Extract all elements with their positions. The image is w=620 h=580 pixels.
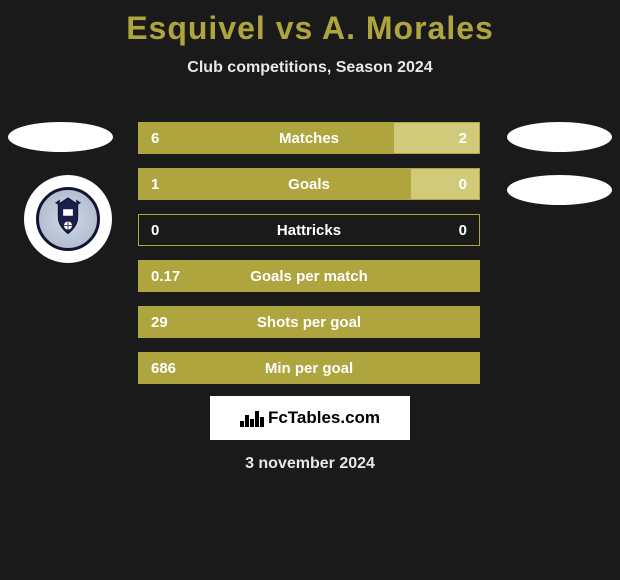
stat-right-value: 2 xyxy=(394,123,479,153)
stat-row: 29Shots per goal xyxy=(138,306,480,338)
stat-right-value: 0 xyxy=(411,169,479,199)
club-left-logo xyxy=(24,175,112,263)
stat-left-value: 29 xyxy=(139,307,479,337)
club-crest-icon xyxy=(36,187,100,251)
player-left-name: Esquivel xyxy=(126,10,266,46)
stat-row: 10Goals xyxy=(138,168,480,200)
stat-left-value: 686 xyxy=(139,353,479,383)
player-right-avatar xyxy=(507,122,612,152)
page-title: Esquivel vs A. Morales xyxy=(0,0,620,47)
watermark-text: FcTables.com xyxy=(268,408,380,428)
subtitle: Club competitions, Season 2024 xyxy=(0,59,620,77)
stat-row: 00Hattricks xyxy=(138,214,480,246)
player-left-avatar xyxy=(8,122,113,152)
stat-left-value: 6 xyxy=(139,123,394,153)
stats-container: 62Matches 10Goals 00Hattricks 0.17Goals per… xyxy=(138,122,480,398)
stat-right-value: 0 xyxy=(309,215,479,245)
stat-row: 686Min per goal xyxy=(138,352,480,384)
stat-left-value: 1 xyxy=(139,169,411,199)
player-right-name: A. Morales xyxy=(322,10,494,46)
footer-date: 3 november 2024 xyxy=(0,455,620,473)
stat-left-value: 0.17 xyxy=(139,261,479,291)
watermark: FcTables.com xyxy=(210,396,410,440)
bar-chart-icon xyxy=(240,409,262,427)
vs-separator: vs xyxy=(276,10,314,46)
stat-left-value: 0 xyxy=(139,215,309,245)
club-right-avatar xyxy=(507,175,612,205)
stat-row: 62Matches xyxy=(138,122,480,154)
stat-row: 0.17Goals per match xyxy=(138,260,480,292)
